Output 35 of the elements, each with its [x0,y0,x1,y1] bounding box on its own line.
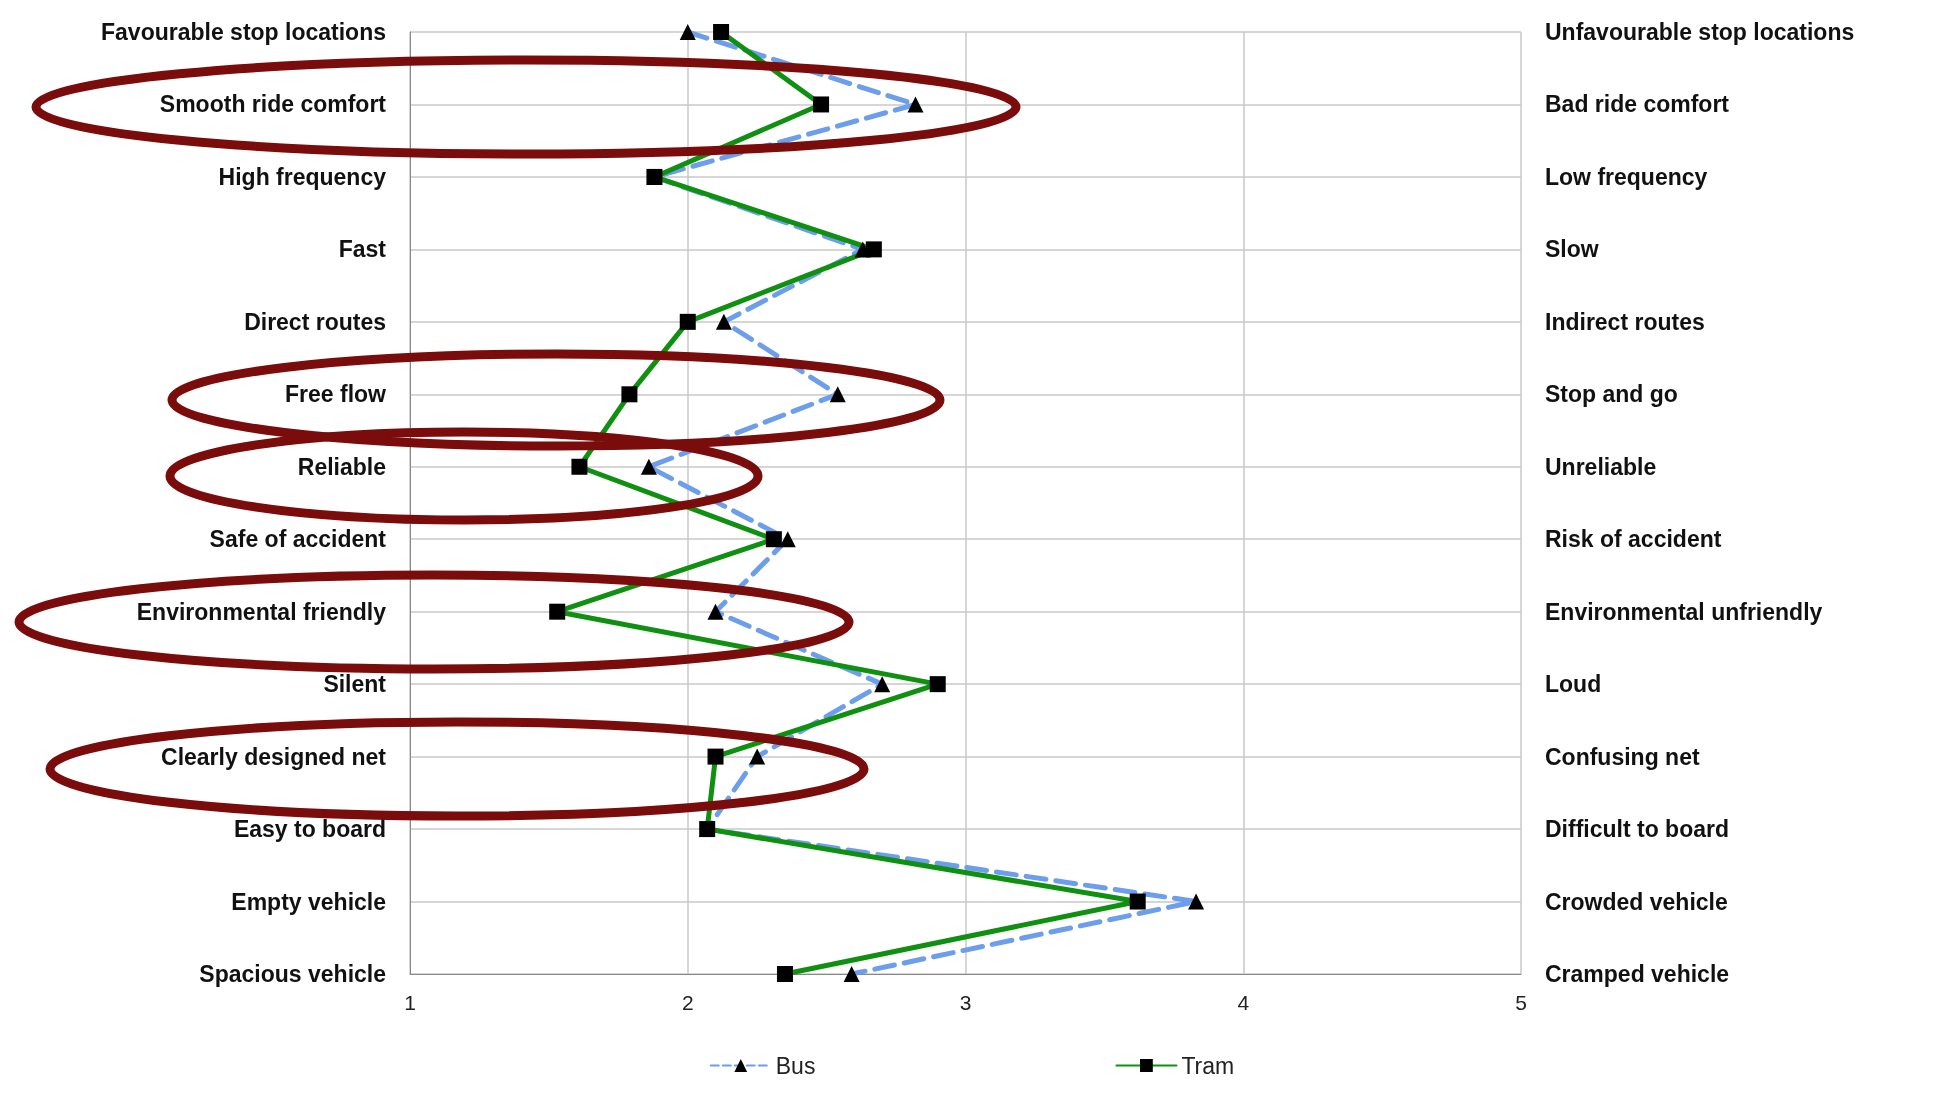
y2-tick-label: Low frequency [1545,163,1708,190]
y2-tick-label: Indirect routes [1545,308,1705,335]
y-tick-label: Easy to board [233,816,386,843]
x-tick-label: 3 [959,991,972,1014]
y2-tick-label: Stop and go [1545,381,1678,408]
legend-label: Tram [1181,1052,1235,1079]
y2-tick-label: Cramped vehicle [1545,961,1730,987]
y2-tick-label: Slow [1545,236,1599,263]
y2-tick-label: Difficult to board [1545,816,1729,843]
y2-tick-label: Risk of accident [1545,526,1722,553]
y-tick-label: Environmental friendly [136,598,387,625]
y-tick-label: Silent [323,671,387,698]
x-tick-label: 2 [681,991,694,1014]
y2-tick-label: Unfavourable stop locations [1545,19,1855,45]
y2-tick-label: Crowded vehicle [1545,888,1728,915]
y-tick-label: Empty vehicle [231,888,386,915]
y2-tick-label: Environmental unfriendly [1545,598,1823,625]
y-tick-label: High frequency [218,163,387,190]
x-tick-label: 4 [1237,991,1250,1014]
y-tick-label: Fast [338,236,387,263]
x-tick-label: 1 [404,991,416,1014]
y2-tick-label: Unreliable [1545,453,1657,480]
y-tick-label: Smooth ride comfort [159,91,387,118]
y-tick-label: Safe of accident [209,526,387,553]
y-tick-label: Free flow [285,381,387,408]
y-tick-label: Reliable [297,453,386,480]
y2-tick-label: Confusing net [1545,743,1700,770]
y-tick-label: Favourable stop locations [101,19,386,45]
y2-tick-label: Loud [1545,671,1602,698]
y-tick-label: Clearly designed net [161,743,387,770]
y-tick-label: Direct routes [244,308,386,335]
y2-tick-label: Bad ride comfort [1545,91,1730,118]
y-tick-label: Spacious vehicle [199,961,386,987]
legend-label: Bus [775,1052,816,1079]
x-tick-label: 5 [1515,991,1527,1014]
